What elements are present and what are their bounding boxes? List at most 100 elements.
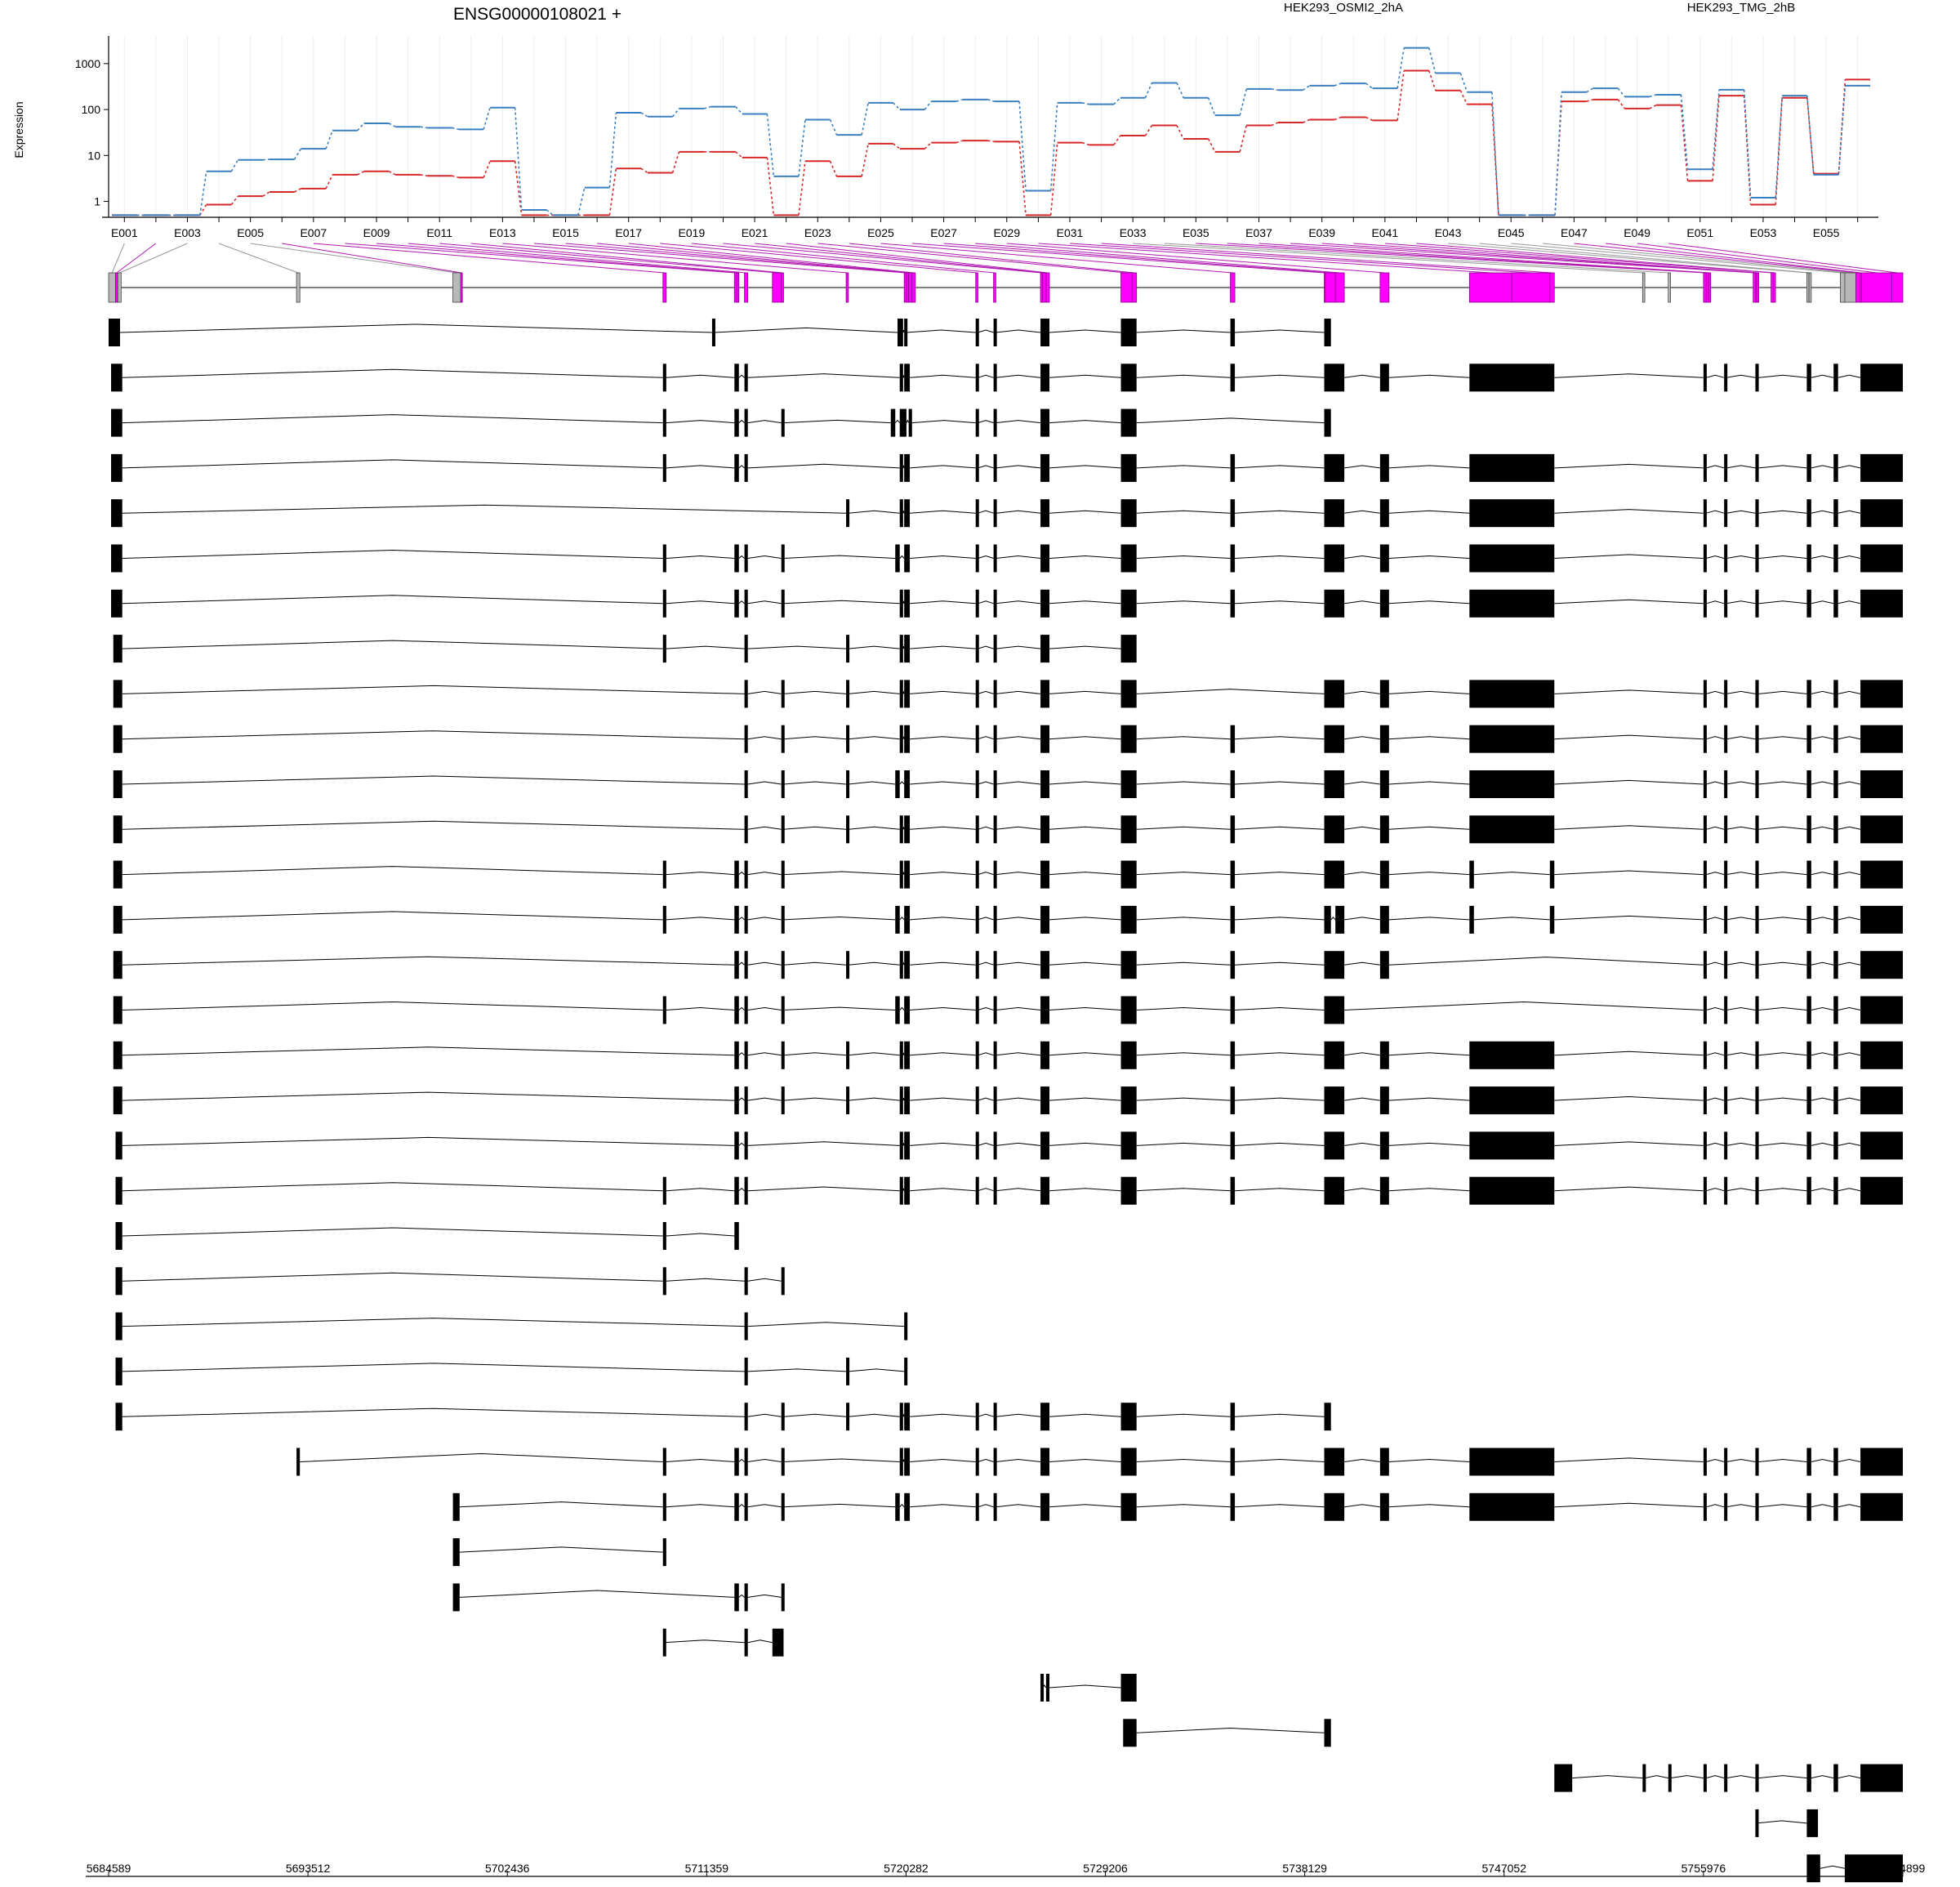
series-connector-hek293-tmg-2hb xyxy=(987,99,995,102)
intron-line xyxy=(1811,872,1834,876)
transcript-exon xyxy=(899,1403,903,1431)
transcript-exon xyxy=(1806,453,1811,482)
x-tick-label: E039 xyxy=(1308,226,1335,239)
transcript-exon xyxy=(1833,589,1838,618)
transcript-exon xyxy=(975,319,979,346)
series-connector-hek293-osmi2-2ha xyxy=(640,167,648,174)
exon-connector xyxy=(533,243,906,274)
transcript-exon xyxy=(662,1538,666,1567)
intron-line xyxy=(996,329,1041,333)
intron-line xyxy=(1554,1051,1704,1056)
transcript-exon xyxy=(1120,996,1137,1024)
transcript-exon xyxy=(975,680,979,708)
exon-bin xyxy=(1511,272,1551,303)
intron-line xyxy=(1136,1052,1231,1056)
transcript-exon xyxy=(744,680,748,708)
intron-line xyxy=(978,961,994,966)
series-connector-hek293-tmg-2hb xyxy=(1365,83,1374,89)
exon-connector xyxy=(723,243,1042,274)
transcript-exon xyxy=(1379,1086,1389,1115)
transcript-exon xyxy=(1860,1448,1903,1476)
intron-line xyxy=(978,1413,994,1417)
transcript-exon xyxy=(1469,1086,1555,1115)
intron-line xyxy=(996,917,1041,921)
transcript-exon xyxy=(744,453,748,482)
exon-bin xyxy=(1379,272,1390,303)
transcript-exon xyxy=(113,815,122,844)
transcript-exon xyxy=(662,860,666,889)
intron-line xyxy=(996,781,1041,785)
intron-line xyxy=(1726,1188,1756,1192)
intron-line xyxy=(1049,736,1121,740)
intron-line xyxy=(747,1458,782,1462)
transcript-exon xyxy=(1833,725,1838,753)
intron-line xyxy=(783,961,847,966)
transcript-exon xyxy=(1703,1131,1707,1160)
intron-line xyxy=(1136,872,1231,876)
transcript-model xyxy=(115,1131,1903,1160)
x-tick-label: E009 xyxy=(363,226,390,239)
transcript-exon xyxy=(1703,1764,1707,1792)
transcript-exon xyxy=(1230,1176,1236,1205)
transcript-exon xyxy=(1755,1764,1759,1792)
x-ticks: E001 E003 E005 E007 E009 E011 E013 E015 E017 E019… xyxy=(111,217,1859,239)
x-tick-label: E021 xyxy=(742,226,768,239)
transcript-exon xyxy=(1724,1131,1728,1160)
transcript-exon xyxy=(1379,589,1389,618)
intron-line xyxy=(1344,872,1380,876)
transcript-exon xyxy=(1755,1809,1759,1837)
gene-title: ENSG00000108021 + xyxy=(453,5,621,24)
transcript-exon xyxy=(1230,951,1236,979)
intron-line xyxy=(666,872,735,876)
transcript-model xyxy=(115,1312,908,1341)
transcript-model xyxy=(113,680,1903,708)
transcript-exon xyxy=(1324,1176,1345,1205)
intron-line xyxy=(1049,1684,1121,1688)
intron-line xyxy=(1726,917,1756,921)
transcript-exon xyxy=(1755,996,1759,1024)
intron-line xyxy=(1726,374,1756,378)
transcript-exon xyxy=(1724,680,1728,708)
intron-line xyxy=(122,956,735,966)
intron-line xyxy=(1726,1097,1756,1101)
transcript-exon xyxy=(1230,1131,1236,1160)
transcript-exon xyxy=(1724,905,1728,934)
transcript-exon xyxy=(1833,905,1838,934)
intron-line xyxy=(1706,826,1725,830)
transcript-exon xyxy=(904,364,911,392)
intron-line xyxy=(1136,1728,1325,1733)
transcript-exon xyxy=(662,905,666,934)
intron-line xyxy=(1136,961,1231,966)
exon-connector xyxy=(755,243,1045,274)
intron-line xyxy=(1136,1458,1231,1462)
intron-line xyxy=(848,961,900,966)
intron-line xyxy=(848,826,900,830)
transcript-exon xyxy=(1724,1764,1728,1792)
intron-line xyxy=(122,1091,735,1101)
intron-line xyxy=(902,1414,905,1417)
intron-line xyxy=(738,917,745,921)
exon-connector xyxy=(880,243,1233,274)
transcript-exon xyxy=(1703,1448,1707,1476)
intron-line xyxy=(1344,961,1380,966)
transcript-exon xyxy=(1230,1403,1236,1431)
intron-line xyxy=(848,1052,900,1056)
intron-line xyxy=(909,510,976,514)
transcript-exon xyxy=(781,725,785,753)
transcript-exon xyxy=(1379,499,1389,528)
exon-bin xyxy=(1753,272,1756,303)
series-connector-hek293-tmg-2hb xyxy=(514,107,523,211)
transcript-exon xyxy=(1040,453,1050,482)
series-connector-hek293-osmi2-2ha xyxy=(1491,104,1499,216)
transcript-exon xyxy=(1806,680,1811,708)
intron-line xyxy=(1756,1820,1807,1824)
intron-line xyxy=(1235,1006,1325,1010)
transcript-exon xyxy=(1120,544,1137,573)
transcript-exon xyxy=(1703,996,1707,1024)
transcript-exon xyxy=(993,860,997,889)
transcript-exon xyxy=(662,1492,666,1521)
transcript-exon xyxy=(115,1357,122,1385)
intron-line xyxy=(1344,1001,1704,1010)
intron-line xyxy=(1726,736,1756,740)
